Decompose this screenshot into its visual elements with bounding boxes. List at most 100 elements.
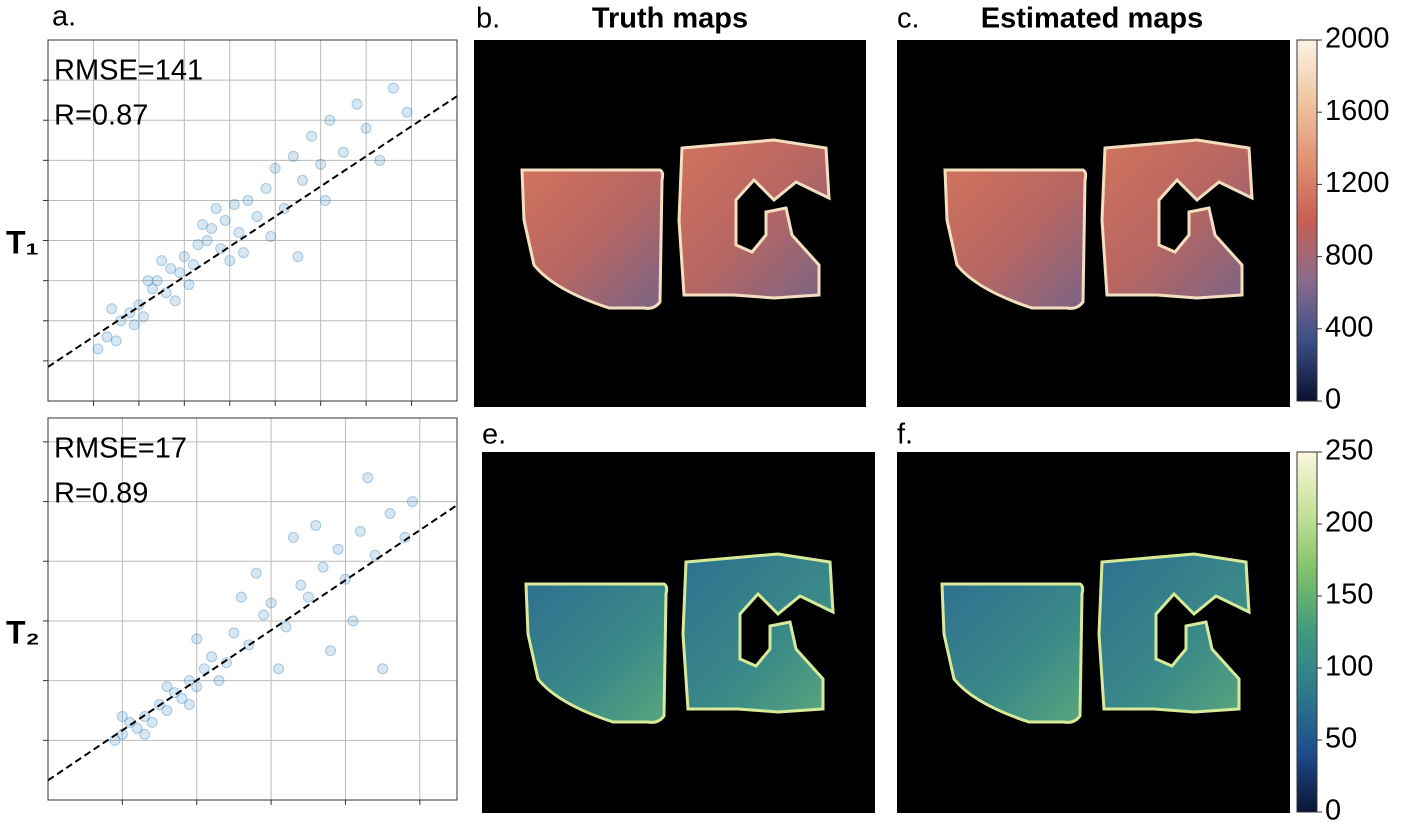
scatter-point: [142, 275, 154, 287]
scatter-point: [161, 681, 173, 693]
scatter-point: [325, 645, 337, 657]
map: [897, 452, 1290, 813]
scatter-point: [315, 158, 327, 170]
scatter-point: [151, 275, 163, 287]
colorbar-tick-label: 0: [1325, 384, 1341, 416]
scatter-point: [169, 295, 181, 307]
row-label: T₁: [6, 224, 39, 260]
annotation: R=0.89: [54, 478, 148, 510]
scatter-point: [324, 114, 336, 126]
colorbar-tick-label: 200: [1325, 507, 1373, 539]
scatter-point: [260, 182, 272, 194]
scatter-point: [228, 198, 240, 210]
scatter-point: [269, 162, 281, 174]
colorbar-tick-label: 0: [1325, 795, 1341, 823]
scatter-point: [219, 215, 231, 226]
panel-label: f.: [897, 419, 913, 451]
scatter-point: [160, 287, 172, 299]
scatter-point: [377, 663, 389, 675]
colorbar-tick-label: 2000: [1325, 23, 1390, 55]
scatter-point: [384, 508, 396, 519]
scatter-point: [215, 243, 227, 255]
scatter-point: [116, 710, 128, 722]
annotation: R=0.87: [54, 100, 148, 132]
scatter-point: [228, 627, 240, 639]
scatter-point: [251, 210, 263, 222]
scatter-point: [147, 283, 159, 295]
plot-area: [48, 418, 457, 800]
colorbar: [1296, 451, 1318, 813]
scatter-point: [233, 227, 245, 239]
scatter-point: [106, 303, 118, 315]
scatter-point: [237, 247, 249, 259]
scatter-point: [183, 699, 195, 710]
panel-label: c.: [897, 3, 920, 35]
scatter-point: [235, 591, 247, 603]
scatter-point: [191, 681, 203, 693]
scatter-point: [280, 621, 292, 633]
scatter-point: [306, 130, 318, 142]
colorbar-tick-label: 150: [1325, 579, 1373, 611]
scatter-point: [178, 251, 190, 263]
scatter-point: [242, 194, 254, 206]
panel-label: b.: [476, 3, 500, 35]
scatter-point: [354, 525, 366, 537]
map: [474, 40, 866, 407]
fit-line: [47, 95, 458, 368]
scatter-point: [360, 122, 372, 134]
fit-line: [47, 504, 458, 782]
scatter-point: [295, 579, 307, 591]
scatter-point: [137, 311, 149, 323]
plot-frame: [47, 39, 458, 402]
scatter-point: [387, 82, 399, 94]
scatter-point: [110, 335, 122, 347]
plot-frame: [47, 417, 458, 801]
scatter-point: [287, 150, 299, 162]
scatter-point: [165, 263, 177, 275]
scatter-point: [156, 255, 168, 267]
map: [482, 452, 875, 813]
scatter-point: [337, 146, 349, 158]
scatter-point: [401, 106, 413, 118]
panel-label: a.: [52, 1, 76, 33]
scatter-point: [131, 722, 143, 734]
scatter-point: [347, 615, 359, 627]
scatter-point: [296, 174, 308, 186]
colorbar-tick-label: 1600: [1325, 95, 1390, 127]
column-title: Truth maps: [592, 3, 748, 35]
scatter-point: [292, 251, 304, 263]
scatter-point: [128, 319, 140, 331]
colorbar-tick-label: 800: [1325, 239, 1373, 271]
scatter-point: [133, 299, 145, 311]
scatter-point: [174, 267, 186, 279]
scatter-point: [287, 531, 299, 543]
colorbar-tick-label: 50: [1325, 723, 1357, 755]
scatter-point: [319, 194, 331, 206]
colorbar: [1296, 39, 1318, 402]
panel-label: e.: [482, 419, 506, 451]
row-label: T₂: [6, 614, 40, 650]
scatter-point: [192, 239, 204, 251]
scatter-point: [317, 561, 329, 573]
scatter-point: [201, 235, 213, 247]
scatter-point: [198, 663, 210, 675]
scatter-point: [351, 98, 363, 110]
scatter-point: [224, 255, 236, 267]
scatter-point: [139, 728, 151, 740]
scatter-point: [258, 609, 270, 621]
scatter-point: [310, 519, 322, 531]
colorbar-tick-label: 400: [1325, 311, 1373, 343]
scatter-point: [197, 219, 209, 231]
scatter-point: [374, 154, 386, 166]
scatter-point: [187, 259, 199, 271]
colorbar-tick-label: 250: [1325, 435, 1373, 467]
scatter-point: [146, 716, 158, 728]
colorbar-tick-label: 1200: [1325, 167, 1390, 199]
scatter-point: [406, 496, 418, 508]
scatter-point: [206, 223, 218, 235]
scatter-point: [191, 633, 203, 645]
annotation: RMSE=141: [54, 55, 203, 87]
scatter-point: [183, 279, 195, 291]
scatter-point: [332, 543, 344, 555]
